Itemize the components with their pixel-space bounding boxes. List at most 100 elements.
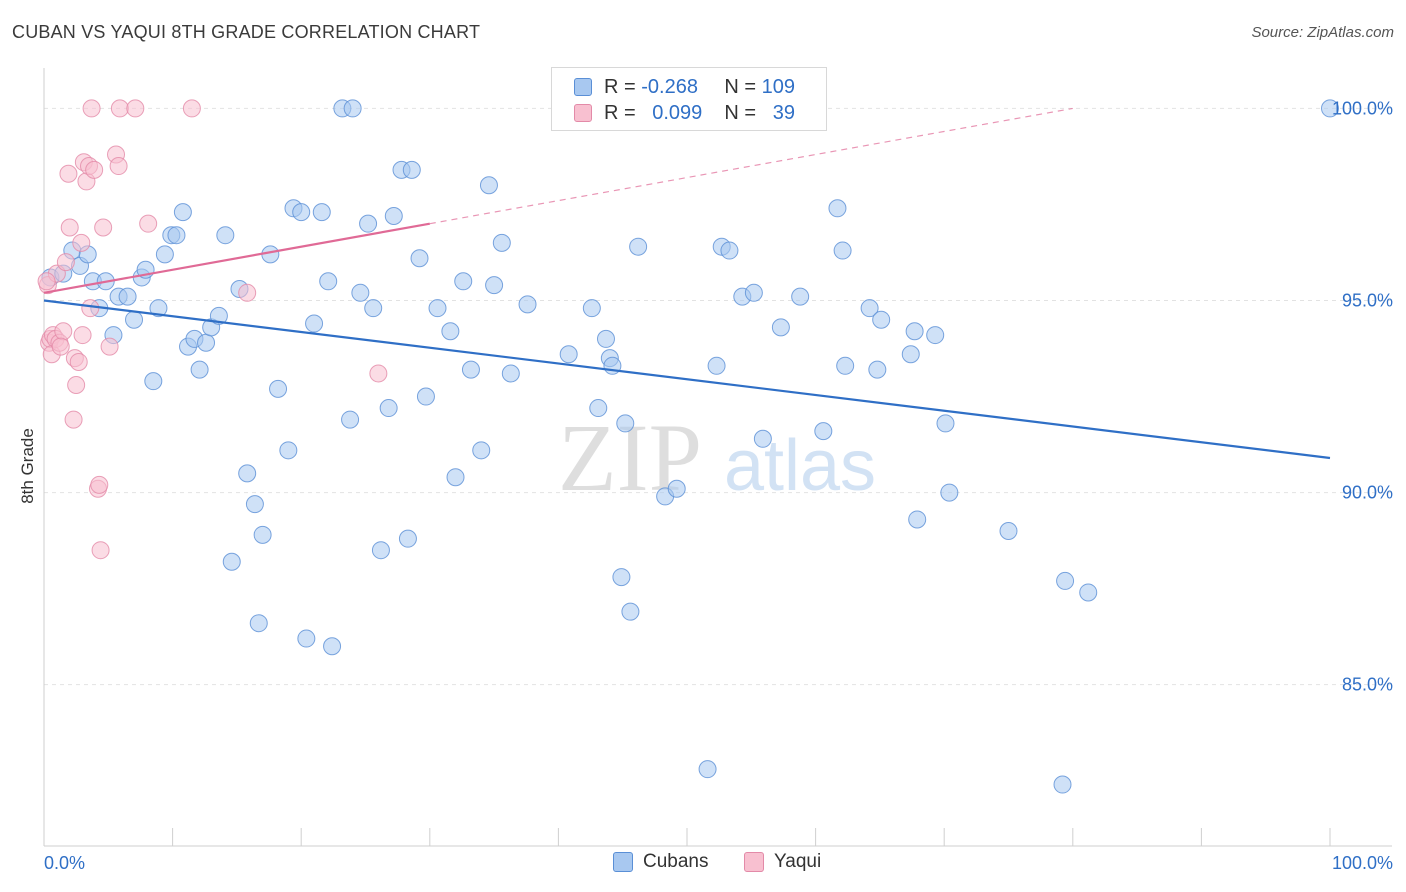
- data-point-cubans: [238, 464, 257, 483]
- trend-line-cubans: [43, 299, 1331, 460]
- data-point-yaqui: [37, 272, 56, 291]
- legend-r-label: R =: [604, 101, 636, 124]
- data-point-cubans: [518, 295, 537, 314]
- bottom-legend-label-yaqui: Yaqui: [774, 851, 822, 872]
- data-point-cubans: [1053, 775, 1072, 794]
- data-point-cubans: [149, 299, 168, 318]
- data-point-cubans: [872, 310, 891, 329]
- data-point-cubans: [698, 760, 717, 779]
- data-point-cubans: [446, 468, 465, 487]
- chart-title: CUBAN VS YAQUI 8TH GRADE CORRELATION CHA…: [12, 22, 481, 42]
- data-point-cubans: [209, 306, 228, 325]
- data-point-cubans: [479, 176, 498, 195]
- data-point-cubans: [269, 379, 288, 398]
- y-tick-labels: 100.0% 95.0% 90.0% 85.0%: [1332, 98, 1393, 694]
- data-point-cubans: [940, 483, 959, 502]
- data-point-cubans: [454, 272, 473, 291]
- data-point-yaqui: [73, 326, 92, 345]
- data-point-cubans: [828, 199, 847, 218]
- legend-row-cubans: R = -0.268 N = 109: [574, 74, 795, 100]
- data-point-cubans: [222, 552, 241, 571]
- source-label: Source: ZipAtlas.com: [1251, 24, 1394, 41]
- data-point-yaqui: [81, 299, 100, 318]
- y-tick-label: 95.0%: [1342, 290, 1393, 310]
- legend-r-label: R =: [604, 75, 636, 98]
- data-point-cubans: [559, 345, 578, 364]
- data-point-cubans: [589, 399, 608, 418]
- data-point-cubans: [744, 283, 763, 302]
- data-point-cubans: [416, 387, 435, 406]
- data-point-cubans: [936, 414, 955, 433]
- data-point-cubans: [1056, 571, 1075, 590]
- data-point-yaqui: [85, 160, 104, 179]
- data-point-cubans: [144, 372, 163, 391]
- x-tick-label-min: 0.0%: [44, 853, 85, 873]
- data-point-cubans: [384, 206, 403, 225]
- data-point-cubans: [441, 322, 460, 341]
- data-point-yaqui: [82, 99, 101, 118]
- data-point-yaqui: [94, 218, 113, 237]
- data-point-cubans: [343, 99, 362, 118]
- data-point-yaqui: [109, 157, 128, 176]
- data-point-yaqui: [64, 410, 83, 429]
- data-point-cubans: [245, 495, 264, 514]
- data-point-cubans: [341, 410, 360, 429]
- data-point-cubans: [167, 226, 186, 245]
- data-point-cubans: [190, 360, 209, 379]
- data-point-cubans: [833, 241, 852, 260]
- bottom-legend-swatch-yaqui: [744, 852, 764, 872]
- data-point-yaqui: [67, 376, 86, 395]
- data-point-yaqui: [90, 475, 109, 494]
- series-cubans-points: [41, 99, 1339, 794]
- y-tick-label: 90.0%: [1342, 483, 1393, 503]
- data-point-cubans: [371, 541, 390, 560]
- data-point-cubans: [1321, 99, 1339, 118]
- data-point-yaqui: [56, 253, 75, 272]
- data-point-cubans: [905, 322, 924, 341]
- axes: [43, 68, 1392, 847]
- data-point-yaqui: [54, 322, 73, 341]
- data-point-cubans: [582, 299, 601, 318]
- data-point-cubans: [485, 276, 504, 295]
- data-point-cubans: [319, 272, 338, 291]
- bottom-legend-yaqui: Yaqui: [744, 851, 821, 873]
- data-point-cubans: [173, 203, 192, 222]
- data-point-yaqui: [91, 541, 110, 560]
- data-point-cubans: [351, 283, 370, 302]
- data-point-cubans: [118, 287, 137, 306]
- watermark-atlas: atlas: [724, 426, 876, 506]
- data-point-cubans: [1079, 583, 1098, 602]
- data-point-cubans: [791, 287, 810, 306]
- data-point-cubans: [492, 233, 511, 252]
- data-point-cubans: [364, 299, 383, 318]
- data-point-cubans: [402, 160, 421, 179]
- data-point-cubans: [836, 356, 855, 375]
- data-point-cubans: [616, 414, 635, 433]
- data-point-yaqui: [238, 283, 257, 302]
- data-point-cubans: [771, 318, 790, 337]
- data-point-yaqui: [72, 233, 91, 252]
- data-point-yaqui: [139, 214, 158, 233]
- data-point-yaqui: [60, 218, 79, 237]
- data-point-cubans: [197, 333, 216, 352]
- data-point-cubans: [312, 203, 331, 222]
- x-tick-label-max: 100.0%: [1332, 853, 1393, 873]
- data-point-cubans: [125, 310, 144, 329]
- data-point-cubans: [667, 479, 686, 498]
- data-point-cubans: [629, 237, 648, 256]
- grid-lines: [44, 107, 1392, 686]
- data-point-cubans: [249, 614, 268, 633]
- data-point-cubans: [398, 529, 417, 548]
- data-point-cubans: [216, 226, 235, 245]
- data-point-cubans: [155, 245, 174, 264]
- data-point-yaqui: [126, 99, 145, 118]
- bottom-legend-swatch-cubans: [613, 852, 633, 872]
- data-point-cubans: [999, 521, 1018, 540]
- data-point-cubans: [253, 525, 272, 544]
- data-point-yaqui: [51, 337, 70, 356]
- watermark: ZIP atlas: [558, 404, 876, 511]
- data-point-yaqui: [69, 352, 88, 371]
- data-point-cubans: [279, 441, 298, 460]
- data-point-cubans: [596, 329, 615, 348]
